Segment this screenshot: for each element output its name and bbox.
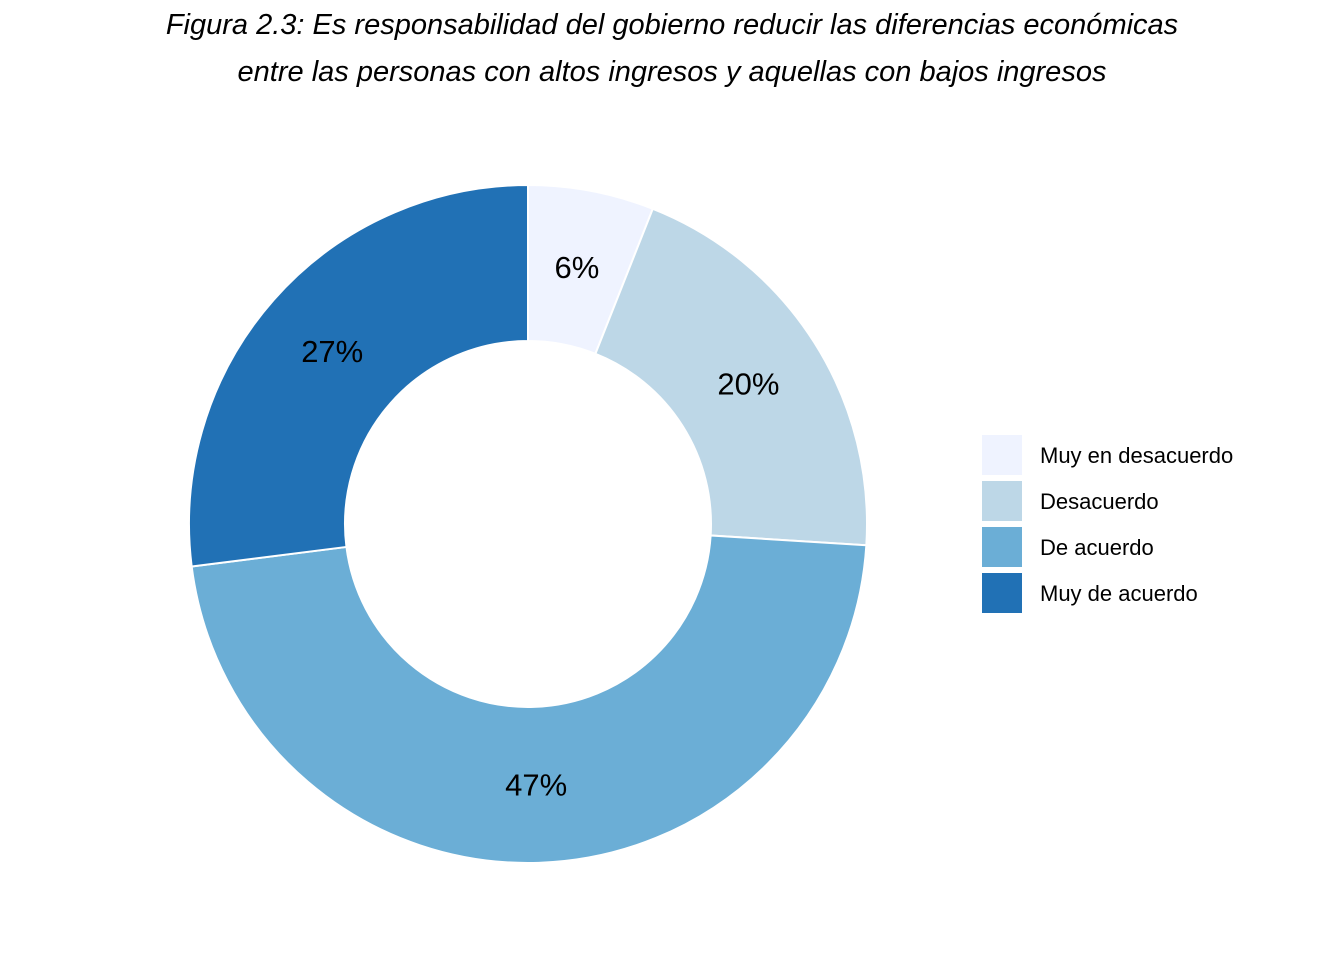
legend-label: De acuerdo: [1040, 535, 1154, 560]
slice-label-desacuerdo: 20%: [717, 367, 779, 402]
legend-label: Muy de acuerdo: [1040, 581, 1198, 606]
legend-swatch: [982, 435, 1022, 475]
chart-title-line-1: Figura 2.3: Es responsabilidad del gobie…: [165, 9, 1179, 41]
slice-muy-de-acuerdo: [188, 183, 529, 568]
legend-swatch: [982, 481, 1022, 521]
slice-label-muy-de-acuerdo: 27%: [301, 334, 363, 369]
legend-label: Muy en desacuerdo: [1040, 443, 1234, 468]
slice-label-muy-en-desacuerdo: 6%: [555, 250, 600, 285]
chart-title: Figura 2.3: Es responsabilidad del gobie…: [0, 2, 1344, 96]
legend-label: Desacuerdo: [1040, 489, 1159, 514]
slice-desacuerdo: [594, 207, 868, 547]
legend-swatch: [982, 573, 1022, 613]
slice-label-de-acuerdo: 47%: [505, 767, 567, 802]
chart-title-line-2: entre las personas con altos ingresos y …: [237, 56, 1107, 88]
legend-swatch: [982, 527, 1022, 567]
slice-de-acuerdo: [190, 534, 868, 864]
